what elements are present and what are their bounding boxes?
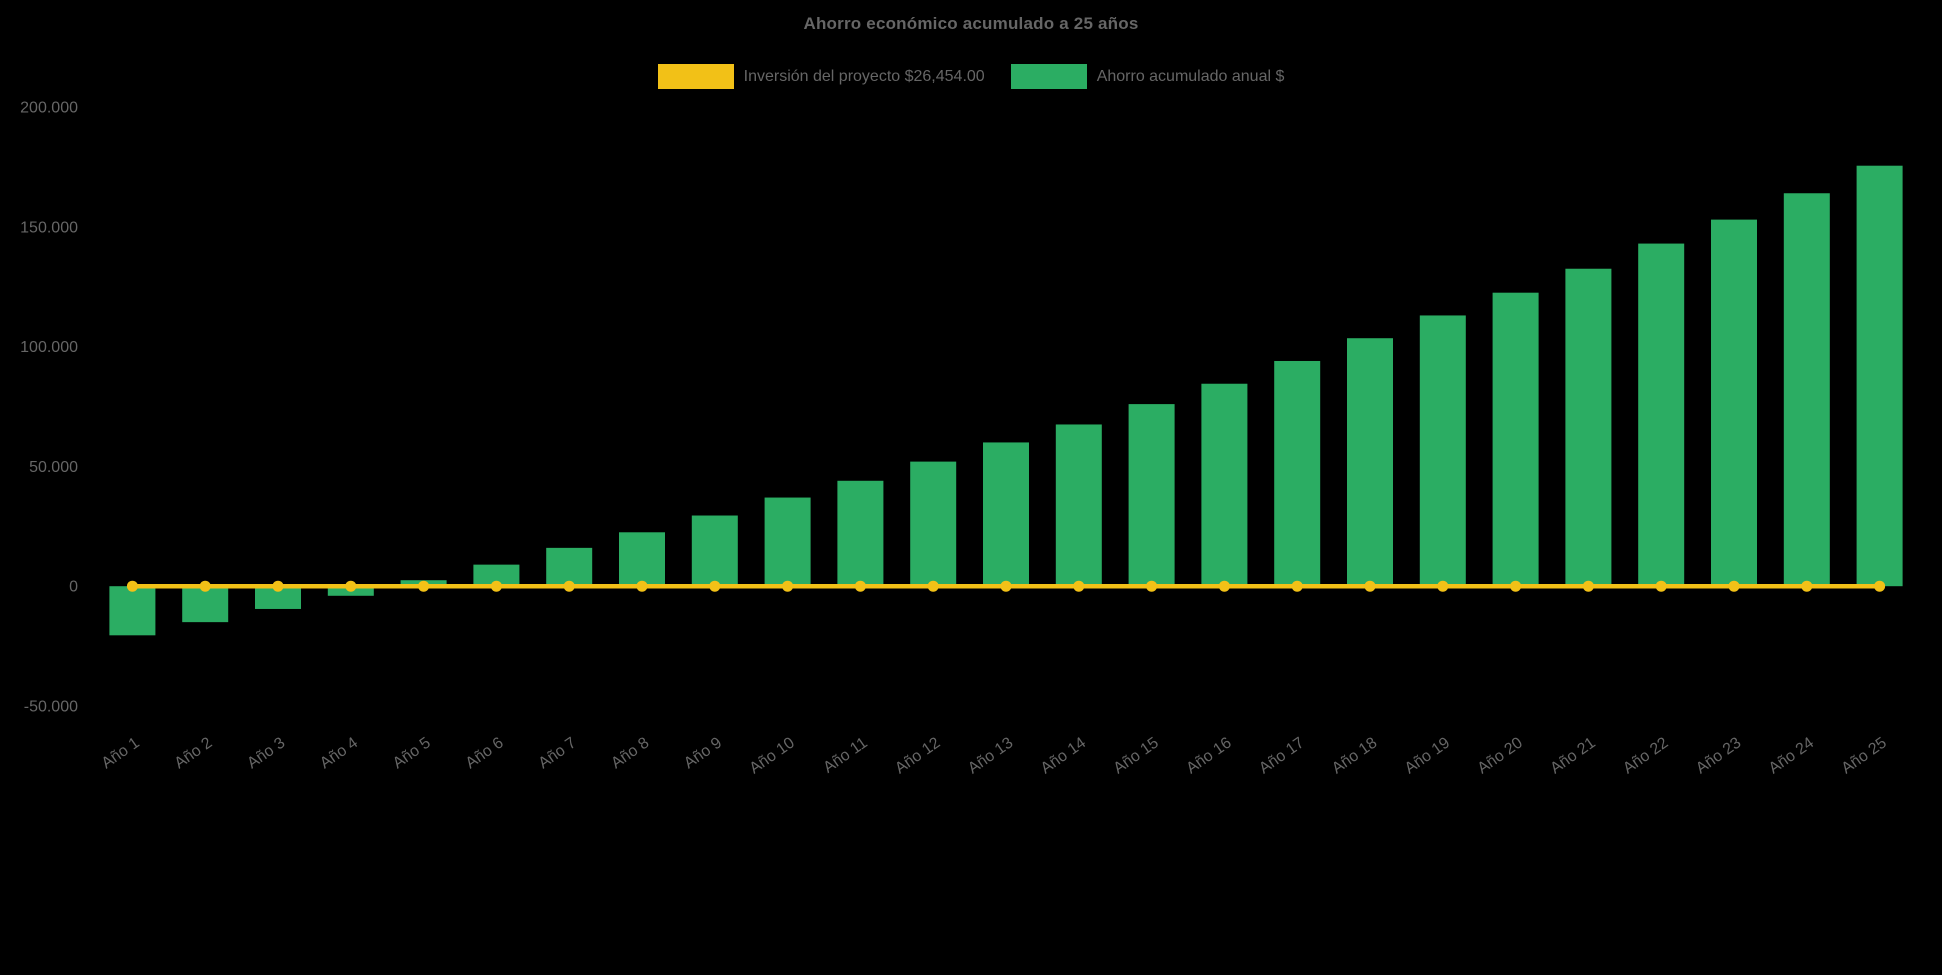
investment-line-point [1000, 580, 1012, 592]
investment-line-point [126, 580, 138, 592]
bar-año-19 [1419, 315, 1466, 587]
x-axis-tick-label: Año 12 [892, 734, 943, 777]
investment-line-point [272, 580, 284, 592]
y-axis-tick-label: 150.000 [20, 219, 78, 236]
x-axis-tick-label: Año 25 [1839, 734, 1890, 777]
bar-año-16 [1201, 383, 1248, 587]
investment-line-point [1291, 580, 1303, 592]
x-axis-tick-label: Año 21 [1547, 734, 1598, 777]
x-axis-tick-label: Año 17 [1256, 734, 1307, 777]
x-axis-tick-label: Año 22 [1620, 734, 1671, 777]
investment-line-point [1364, 580, 1376, 592]
legend-swatch-investment [657, 64, 734, 89]
legend-item-savings[interactable]: Ahorro acumulado anual $ [1010, 64, 1285, 89]
x-axis-tick-label: Año 23 [1693, 734, 1744, 777]
investment-line-point [1073, 580, 1085, 592]
x-axis-tick-label: Año 16 [1183, 734, 1234, 777]
x-axis-tick-label: Año 6 [463, 734, 507, 772]
investment-line-point [782, 580, 794, 592]
x-axis-tick-label: Año 1 [99, 734, 143, 772]
x-axis-tick-label: Año 11 [820, 734, 870, 776]
investment-line-point [854, 580, 866, 592]
investment-line-point [1874, 580, 1886, 592]
x-axis-tick-label: Año 18 [1329, 734, 1380, 777]
x-axis-tick-label: Año 20 [1475, 734, 1526, 777]
y-axis-tick-label: -50.000 [24, 699, 78, 716]
investment-line-point [927, 580, 939, 592]
bar-año-8 [619, 532, 665, 587]
x-axis-tick-label: Año 19 [1402, 734, 1453, 777]
investment-line-point [1437, 580, 1449, 592]
investment-line-point [490, 580, 502, 592]
bar-año-9 [691, 515, 738, 587]
bar-año-7 [546, 547, 593, 587]
chart-title: Ahorro económico acumulado a 25 años [803, 14, 1139, 33]
x-axis-tick-label: Año 24 [1766, 734, 1817, 777]
legend-item-investment[interactable]: Inversión del proyecto $26,454.00 [657, 64, 985, 89]
investment-line-point [418, 580, 430, 592]
bar-año-18 [1347, 338, 1393, 587]
y-axis-tick-label: 0 [69, 579, 78, 596]
x-axis-tick-label: Año 13 [965, 734, 1016, 777]
bar-año-6 [473, 564, 520, 587]
chart-legend: Inversión del proyecto $26,454.00 Ahorro… [0, 64, 1942, 89]
investment-line-point [1728, 580, 1740, 592]
investment-line-point [1655, 580, 1667, 592]
bar-año-22 [1638, 243, 1685, 587]
x-axis-tick-label: Año 5 [390, 734, 434, 772]
investment-line-point [1510, 580, 1522, 592]
legend-swatch-savings [1010, 64, 1087, 89]
investment-line-point [1582, 580, 1594, 592]
investment-line-point [709, 580, 721, 592]
x-axis-tick-label: Año 8 [608, 734, 652, 772]
investment-line-point [199, 580, 211, 592]
x-axis-tick-label: Año 4 [317, 734, 361, 772]
investment-line-point [1218, 580, 1230, 592]
y-axis-tick-label: 200.000 [20, 100, 78, 117]
bar-año-11 [837, 480, 884, 587]
bar-año-21 [1565, 268, 1612, 587]
legend-label-investment: Inversión del proyecto $26,454.00 [743, 67, 985, 85]
bar-año-2 [182, 586, 229, 623]
bar-año-10 [764, 497, 811, 587]
bar-año-14 [1055, 424, 1102, 587]
bar-año-23 [1711, 219, 1757, 587]
bar-año-15 [1128, 404, 1175, 587]
bar-año-1 [109, 586, 156, 636]
x-axis-tick-label: Año 10 [747, 734, 798, 777]
bar-año-24 [1783, 193, 1830, 587]
x-axis-tick-label: Año 3 [244, 734, 288, 772]
investment-line-point [1146, 580, 1158, 592]
y-axis-tick-label: 50.000 [29, 459, 78, 476]
x-axis-tick-label: Año 7 [535, 734, 579, 772]
bar-año-12 [910, 461, 957, 587]
x-axis-tick-label: Año 9 [681, 734, 725, 772]
bar-año-13 [983, 442, 1029, 587]
bar-año-25 [1856, 165, 1903, 587]
bar-año-20 [1492, 292, 1539, 587]
bar-año-3 [255, 586, 301, 609]
investment-line-point [563, 580, 575, 592]
investment-line-point [345, 580, 357, 592]
y-axis-tick-label: 100.000 [20, 339, 78, 356]
x-axis-tick-label: Año 2 [171, 734, 215, 772]
investment-line-point [1801, 580, 1813, 592]
investment-line-point [636, 580, 648, 592]
x-axis-tick-label: Año 15 [1111, 734, 1162, 777]
bar-año-17 [1274, 360, 1321, 587]
x-axis-tick-label: Año 14 [1038, 734, 1089, 777]
legend-label-savings: Ahorro acumulado anual $ [1096, 67, 1285, 85]
